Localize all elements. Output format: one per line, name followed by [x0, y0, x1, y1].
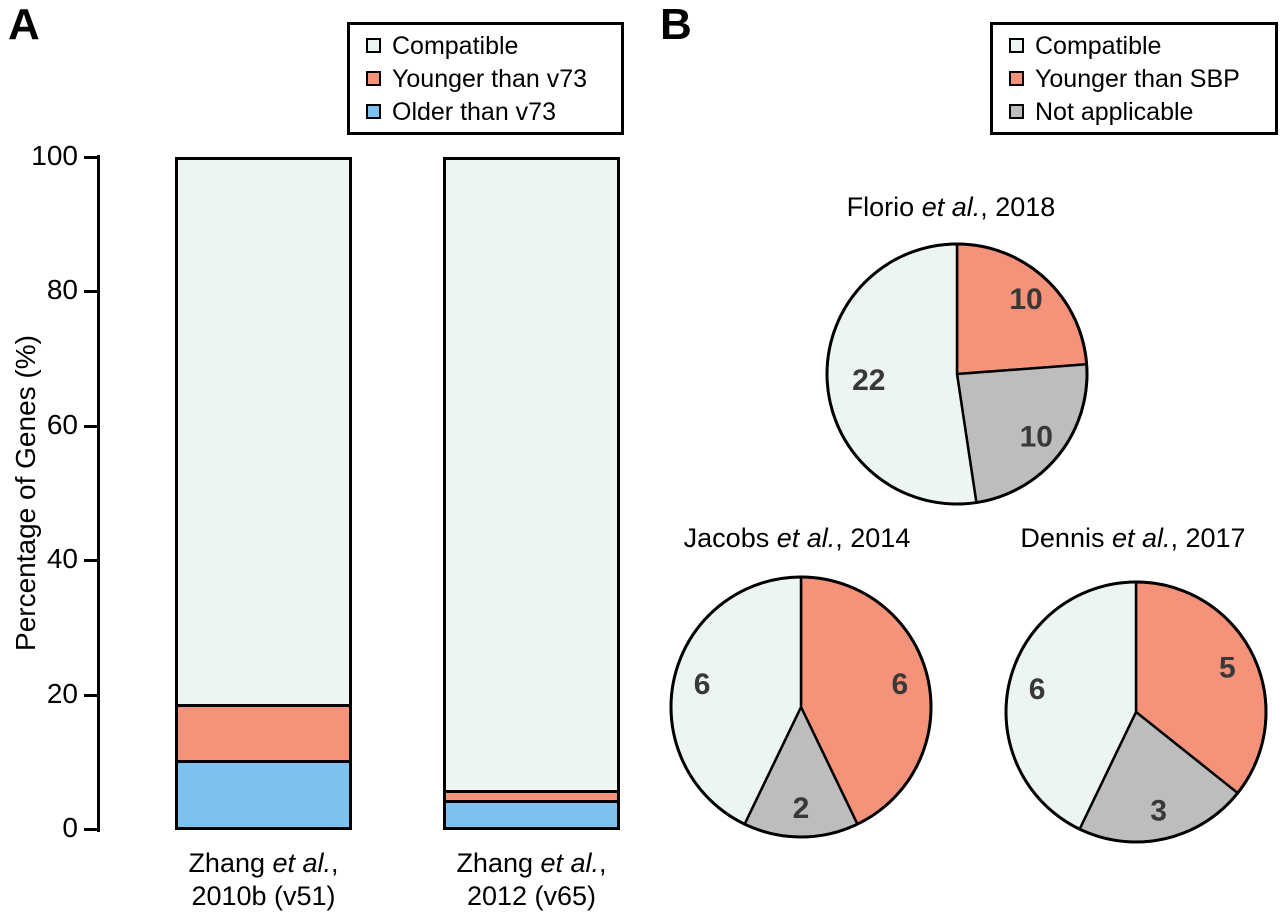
bar-category-label: Zhang et al., 2010b (v51) — [188, 847, 338, 913]
y-axis-tick-label: 80 — [46, 274, 78, 306]
pie-chart-florio: 10 10 22 — [825, 242, 1089, 506]
bar-category-line1: Zhang et al., — [188, 848, 339, 878]
pie-outline — [669, 575, 933, 839]
bar-segment-younger — [178, 704, 349, 760]
legend-swatch-icon — [1009, 38, 1024, 53]
pie-title-dennis: Dennis et al., 2017 — [1020, 523, 1246, 553]
legend-swatch-icon — [1009, 71, 1024, 86]
pie-value-label: 3 — [1150, 794, 1167, 827]
legend-label: Not applicable — [1035, 97, 1194, 126]
legend-label: Younger than SBP — [1035, 64, 1240, 93]
pie-title-florio: Florio et al., 2018 — [846, 192, 1056, 222]
pie-outline — [825, 242, 1089, 506]
y-axis-tick — [84, 828, 97, 831]
y-axis-tick-label: 20 — [46, 677, 78, 709]
bar-segment-older — [446, 800, 617, 827]
pie-value-label: 10 — [1020, 421, 1053, 454]
pie-value-label: 2 — [793, 792, 810, 825]
legend-swatch-icon — [366, 71, 381, 86]
pie-outline — [1004, 580, 1268, 844]
legend-swatch-icon — [1009, 104, 1024, 119]
panel-b-label: B — [660, 0, 693, 49]
stacked-bar — [443, 157, 620, 830]
bar-segment-older — [178, 760, 349, 827]
legend-label: Compatible — [392, 31, 519, 60]
pie-title-jacobs: Jacobs et al., 2014 — [683, 523, 911, 553]
pie-value-label: 22 — [852, 364, 885, 397]
y-axis-tick-label: 40 — [46, 543, 78, 575]
legend-panel-b: Compatible Younger than SBP Not applicable — [990, 22, 1278, 135]
y-axis-tick — [84, 290, 97, 294]
bar-segment-younger — [446, 790, 617, 800]
legend-label: Older than v73 — [392, 97, 556, 126]
legend-label: Compatible — [1035, 31, 1162, 60]
y-axis-title: Percentage of Genes (%) — [10, 335, 41, 651]
pie-slice-compatible — [825, 242, 978, 506]
pie-value-label: 6 — [892, 668, 909, 701]
legend-item: Compatible — [366, 33, 621, 59]
bar-category-label: Zhang et al., 2012 (v65) — [456, 847, 606, 913]
bar-category-line1: Zhang et al., — [456, 848, 607, 878]
legend-item: Compatible — [1009, 33, 1275, 59]
panel-a-label: A — [8, 0, 41, 49]
y-axis-tick — [84, 424, 97, 428]
y-axis-tick-label: 0 — [62, 812, 78, 843]
y-axis-tick-label: 60 — [46, 408, 78, 440]
legend-label: Younger than v73 — [392, 64, 588, 93]
legend-panel-a: Compatible Younger than v73 Older than v73 — [347, 22, 624, 135]
y-axis-line — [97, 155, 100, 832]
stacked-bar — [175, 157, 352, 830]
pie-value-label: 5 — [1219, 652, 1236, 685]
legend-item: Younger than v73 — [366, 66, 621, 92]
pie-chart-dennis: 5 3 6 — [1004, 580, 1268, 844]
y-axis-tick — [84, 156, 97, 159]
y-axis-tick-label: 100 — [31, 140, 78, 171]
pie-value-label: 10 — [1009, 283, 1042, 316]
pie-chart-jacobs: 6 2 6 — [669, 575, 933, 839]
bar-category-line2: 2012 (v65) — [466, 881, 597, 911]
y-axis-tick — [84, 559, 97, 563]
bar-category-line2: 2010b (v51) — [191, 881, 336, 911]
legend-swatch-icon — [366, 104, 381, 119]
pie-value-label: 6 — [694, 668, 711, 701]
legend-item: Younger than SBP — [1009, 66, 1275, 92]
legend-item: Not applicable — [1009, 99, 1275, 125]
legend-item: Older than v73 — [366, 99, 621, 125]
y-axis-tick — [84, 693, 97, 697]
legend-swatch-icon — [366, 38, 381, 53]
pie-value-label: 6 — [1029, 673, 1046, 706]
